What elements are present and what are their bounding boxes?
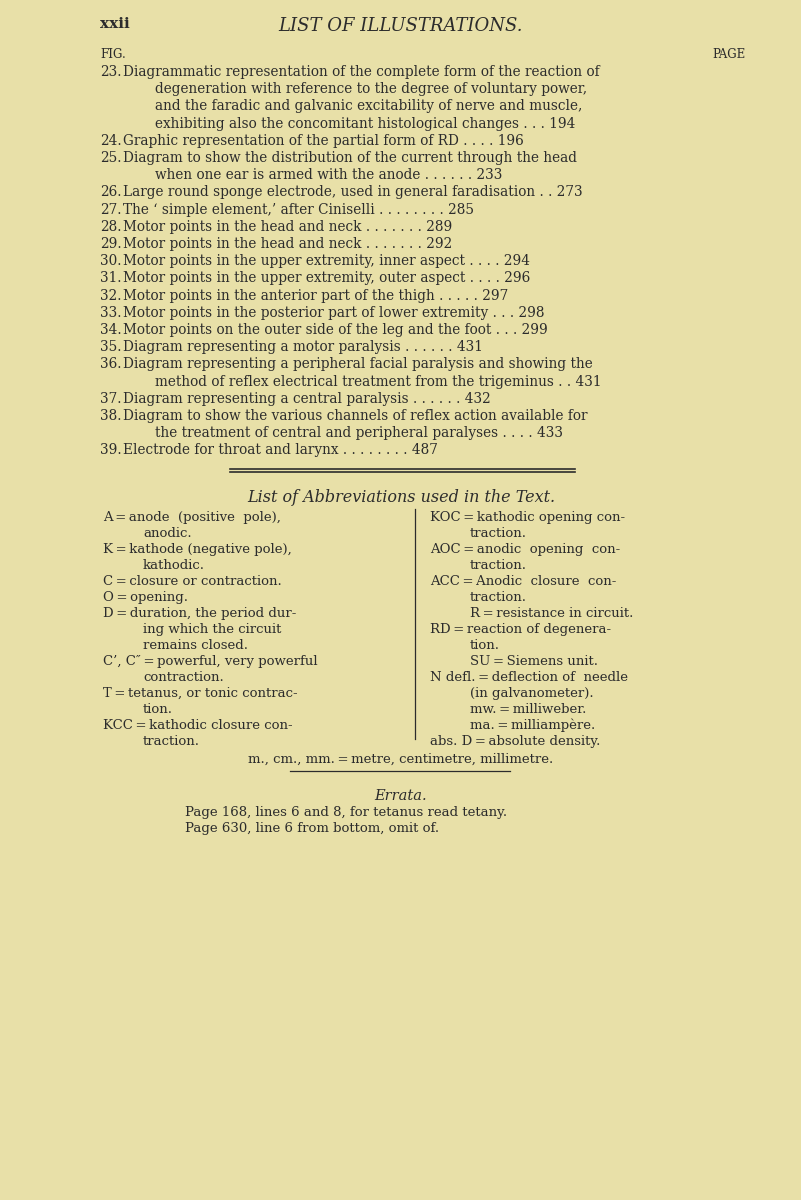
Text: Errata.: Errata. (375, 788, 427, 803)
Text: AOC = anodic  opening  con-: AOC = anodic opening con- (430, 542, 620, 556)
Text: SU = Siemens unit.: SU = Siemens unit. (470, 655, 598, 667)
Text: m., cm., mm. = metre, centimetre, millimetre.: m., cm., mm. = metre, centimetre, millim… (248, 752, 553, 766)
Text: Diagram representing a motor paralysis . . . . . . 431: Diagram representing a motor paralysis .… (123, 341, 483, 354)
Text: 39.: 39. (100, 444, 122, 457)
Text: traction.: traction. (143, 734, 200, 748)
Text: KOC = kathodic opening con-: KOC = kathodic opening con- (430, 511, 625, 523)
Text: 38.: 38. (100, 409, 122, 424)
Text: 24.: 24. (100, 134, 122, 148)
Text: N defl. = deflection of  needle: N defl. = deflection of needle (430, 671, 628, 684)
Text: traction.: traction. (470, 559, 527, 571)
Text: the treatment of central and peripheral paralyses . . . . 433: the treatment of central and peripheral … (155, 426, 563, 440)
Text: Diagram representing a peripheral facial paralysis and showing the: Diagram representing a peripheral facial… (123, 358, 593, 372)
Text: FIG.: FIG. (100, 48, 126, 61)
Text: K = kathode (negative pole),: K = kathode (negative pole), (103, 542, 292, 556)
Text: C = closure or contraction.: C = closure or contraction. (103, 575, 282, 588)
Text: mw. = milliweber.: mw. = milliweber. (470, 703, 586, 715)
Text: Graphic representation of the partial form of RD . . . . 196: Graphic representation of the partial fo… (123, 134, 524, 148)
Text: Diagrammatic representation of the complete form of the reaction of: Diagrammatic representation of the compl… (123, 65, 600, 79)
Text: List of Abbreviations used in the Text.: List of Abbreviations used in the Text. (247, 488, 555, 505)
Text: 29.: 29. (100, 238, 122, 251)
Text: remains closed.: remains closed. (143, 638, 248, 652)
Text: Diagram representing a central paralysis . . . . . . 432: Diagram representing a central paralysis… (123, 392, 491, 406)
Text: (in galvanometer).: (in galvanometer). (470, 686, 594, 700)
Text: tion.: tion. (470, 638, 500, 652)
Text: Motor points in the anterior part of the thigh . . . . . 297: Motor points in the anterior part of the… (123, 289, 509, 302)
Text: Page 630, line 6 from bottom, omit of.: Page 630, line 6 from bottom, omit of. (185, 822, 439, 835)
Text: Motor points in the head and neck . . . . . . . 289: Motor points in the head and neck . . . … (123, 220, 453, 234)
Text: Motor points on the outer side of the leg and the foot . . . 299: Motor points on the outer side of the le… (123, 323, 548, 337)
Text: contraction.: contraction. (143, 671, 223, 684)
Text: 34.: 34. (100, 323, 122, 337)
Text: 32.: 32. (100, 289, 122, 302)
Text: 31.: 31. (100, 271, 122, 286)
Text: RD = reaction of degenera-: RD = reaction of degenera- (430, 623, 611, 636)
Text: anodic.: anodic. (143, 527, 191, 540)
Text: D = duration, the period dur-: D = duration, the period dur- (103, 607, 296, 619)
Text: 26.: 26. (100, 186, 122, 199)
Text: 23.: 23. (100, 65, 122, 79)
Text: when one ear is armed with the anode . . . . . . 233: when one ear is armed with the anode . .… (155, 168, 502, 182)
Text: 37.: 37. (100, 392, 122, 406)
Text: Page 168, lines 6 and 8, for tetanus read tetany.: Page 168, lines 6 and 8, for tetanus rea… (185, 805, 507, 818)
Text: method of reflex electrical treatment from the trigeminus . . 431: method of reflex electrical treatment fr… (155, 374, 602, 389)
Text: 25.: 25. (100, 151, 122, 166)
Text: Motor points in the posterior part of lower extremity . . . 298: Motor points in the posterior part of lo… (123, 306, 545, 320)
Text: ma. = milliampère.: ma. = milliampère. (470, 719, 595, 732)
Text: T = tetanus, or tonic contrac-: T = tetanus, or tonic contrac- (103, 686, 298, 700)
Text: The ‘ simple element,’ after Ciniselli . . . . . . . . 285: The ‘ simple element,’ after Ciniselli .… (123, 203, 474, 217)
Text: 33.: 33. (100, 306, 122, 320)
Text: A = anode  (positive  pole),: A = anode (positive pole), (103, 511, 281, 523)
Text: abs. D = absolute density.: abs. D = absolute density. (430, 734, 601, 748)
Text: Motor points in the upper extremity, inner aspect . . . . 294: Motor points in the upper extremity, inn… (123, 254, 530, 269)
Text: ACC = Anodic  closure  con-: ACC = Anodic closure con- (430, 575, 617, 588)
Text: and the faradic and galvanic excitability of nerve and muscle,: and the faradic and galvanic excitabilit… (155, 100, 582, 114)
Text: PAGE: PAGE (712, 48, 745, 61)
Text: R = resistance in circuit.: R = resistance in circuit. (470, 607, 634, 619)
Text: traction.: traction. (470, 527, 527, 540)
Text: 27.: 27. (100, 203, 122, 217)
Text: Diagram to show the various channels of reflex action available for: Diagram to show the various channels of … (123, 409, 587, 424)
Text: exhibiting also the concomitant histological changes . . . 194: exhibiting also the concomitant histolog… (155, 116, 575, 131)
Text: Large round sponge electrode, used in general faradisation . . 273: Large round sponge electrode, used in ge… (123, 186, 582, 199)
Text: LIST OF ILLUSTRATIONS.: LIST OF ILLUSTRATIONS. (279, 17, 523, 35)
Text: degeneration with reference to the degree of voluntary power,: degeneration with reference to the degre… (155, 82, 587, 96)
Text: O = opening.: O = opening. (103, 590, 188, 604)
Text: 30.: 30. (100, 254, 122, 269)
Text: Motor points in the head and neck . . . . . . . 292: Motor points in the head and neck . . . … (123, 238, 453, 251)
Text: Motor points in the upper extremity, outer aspect . . . . 296: Motor points in the upper extremity, out… (123, 271, 530, 286)
Text: kathodic.: kathodic. (143, 559, 205, 571)
Text: ing which the circuit: ing which the circuit (143, 623, 281, 636)
Text: tion.: tion. (143, 703, 173, 715)
Text: traction.: traction. (470, 590, 527, 604)
Text: xxii: xxii (100, 17, 130, 31)
Text: 28.: 28. (100, 220, 122, 234)
Text: C’, C″ = powerful, very powerful: C’, C″ = powerful, very powerful (103, 655, 318, 667)
Text: 36.: 36. (100, 358, 122, 372)
Text: 35.: 35. (100, 341, 122, 354)
Text: KCC = kathodic closure con-: KCC = kathodic closure con- (103, 719, 292, 732)
Text: Diagram to show the distribution of the current through the head: Diagram to show the distribution of the … (123, 151, 577, 166)
Text: Electrode for throat and larynx . . . . . . . . 487: Electrode for throat and larynx . . . . … (123, 444, 438, 457)
